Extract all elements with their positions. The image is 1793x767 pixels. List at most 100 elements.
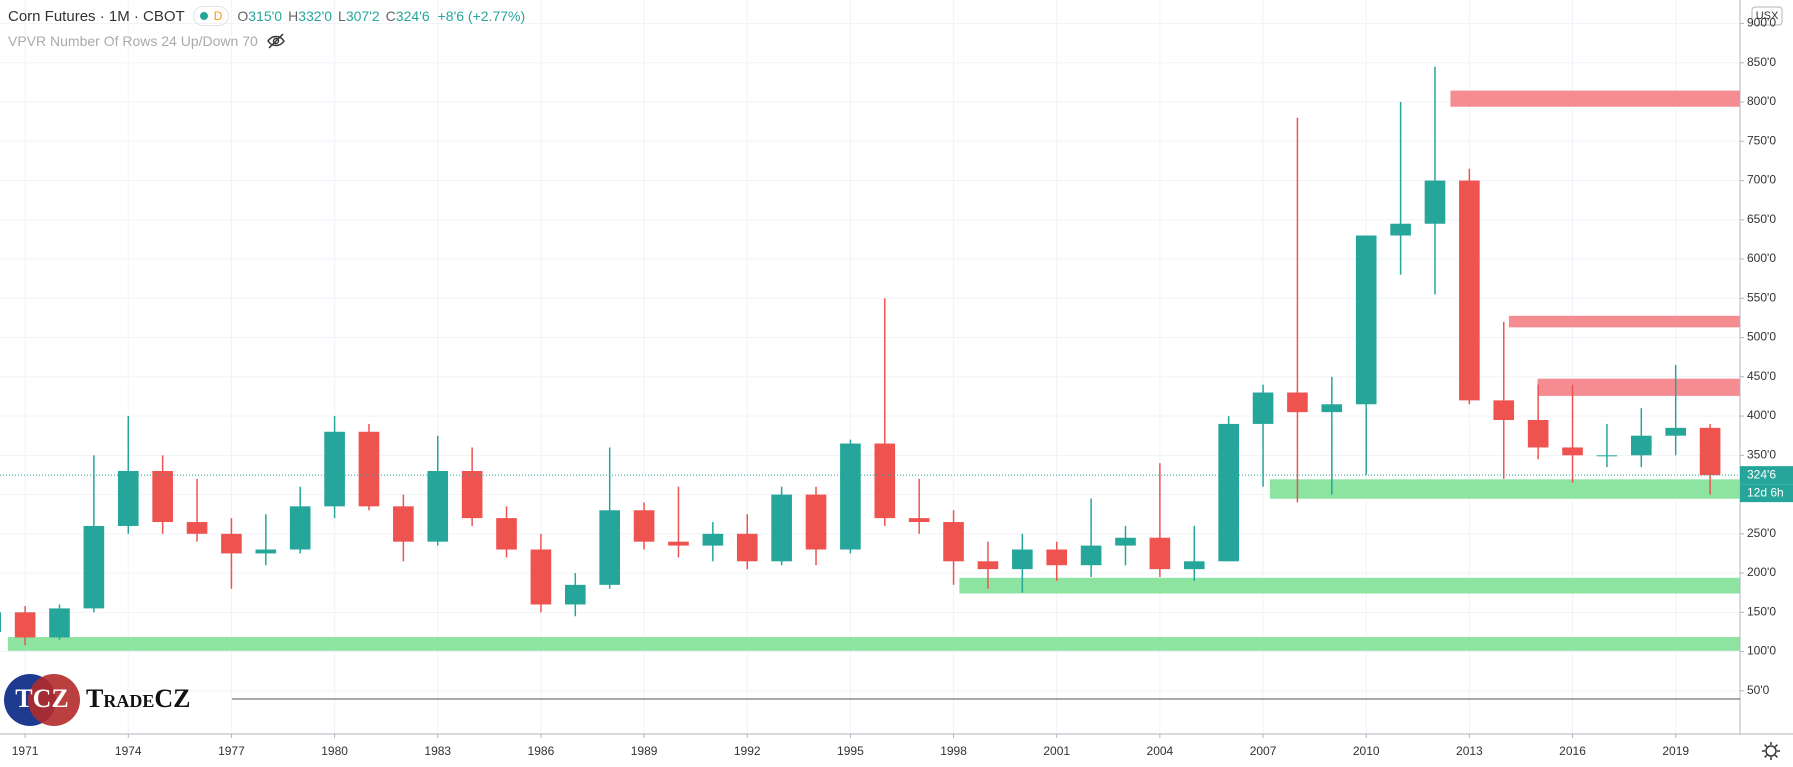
x-tick-label: 1983 — [424, 744, 451, 758]
zone — [1450, 90, 1740, 107]
x-tick-label: 2010 — [1353, 744, 1380, 758]
candle-body — [496, 518, 517, 550]
y-tick-label: 600'0 — [1747, 251, 1776, 265]
ohlc-values: O315'0 H332'0 L307'2 C324'6 — [237, 8, 429, 24]
candle-body — [702, 533, 724, 546]
candle-body — [599, 510, 621, 585]
ohlc-item: O315'0 — [237, 8, 282, 24]
grid — [0, 0, 1740, 734]
x-tick-label: 2007 — [1250, 744, 1277, 758]
ohlc-key: C — [385, 8, 396, 24]
currency: USX — [1756, 10, 1779, 22]
candle-body — [633, 510, 655, 542]
zone — [1269, 479, 1740, 499]
ohlc-key: L — [338, 8, 346, 24]
y-tick-label: 200'0 — [1747, 565, 1776, 579]
x-tick-label: 2013 — [1456, 744, 1483, 758]
countdown-box — [1740, 484, 1793, 503]
candle-body — [1665, 427, 1687, 436]
candle-body — [427, 471, 449, 542]
y-tick-label: 450'0 — [1747, 369, 1776, 383]
candle-body — [805, 494, 827, 550]
candle-body — [840, 443, 861, 550]
x-tick-label: 1986 — [528, 744, 555, 758]
zone — [959, 577, 1740, 594]
x-tick-label: 2019 — [1662, 744, 1689, 758]
x-tick-label: 1998 — [940, 744, 967, 758]
candle-body — [530, 549, 552, 605]
overlay — [0, 23, 1744, 738]
settings-icon[interactable] — [1762, 742, 1780, 760]
candle-body — [358, 431, 380, 507]
zone — [7, 637, 1741, 651]
ohlc-value: 332'0 — [298, 8, 333, 24]
x-tick-label: 2016 — [1559, 744, 1586, 758]
x-tick-label: 1992 — [734, 744, 761, 758]
ohlc-value: 315'0 — [248, 8, 283, 24]
candle-body — [1012, 549, 1033, 570]
candle-body — [14, 612, 36, 638]
symbol-title: Corn Futures · 1M · CBOT — [8, 7, 185, 25]
indicator-row: VPVR Number Of Rows 24 Up/Down 70 — [8, 33, 286, 49]
candle-body — [1459, 180, 1480, 401]
candle-body — [461, 471, 483, 519]
candle-body — [1630, 435, 1652, 456]
candle-body — [49, 608, 70, 638]
last-price-label: 324'6 — [1747, 467, 1776, 481]
y-tick-label: 350'0 — [1747, 447, 1776, 461]
zone — [1508, 315, 1740, 328]
candle-body — [874, 443, 896, 519]
y-tick-label: 250'0 — [1747, 526, 1776, 540]
legend-header: Corn Futures · 1M · CBOT D O315'0 H332'0 L… — [8, 6, 525, 26]
candle-body — [1218, 423, 1239, 562]
x-tick-label: 1971 — [12, 744, 39, 758]
candle-body — [1355, 235, 1377, 405]
candle-body — [668, 541, 689, 546]
x-tick-label: 2001 — [1043, 744, 1070, 758]
candle-body — [393, 506, 414, 542]
currency-box[interactable] — [1751, 6, 1783, 26]
logo-circle — [28, 674, 80, 726]
status-badge[interactable]: D — [192, 6, 230, 26]
y-tick-label: 650'0 — [1747, 212, 1776, 226]
y-tick-label: 850'0 — [1747, 55, 1776, 69]
change: +8'6 (+2.77%) — [437, 8, 526, 24]
x-tick-label: 2004 — [1147, 744, 1174, 758]
candle-body — [736, 533, 758, 562]
y-tick-label: 900'0 — [1747, 16, 1776, 30]
candle-body — [771, 494, 792, 562]
candle-body — [977, 561, 999, 570]
y-tick-label: 750'0 — [1747, 133, 1776, 147]
ohlc-value: 307'2 — [345, 8, 380, 24]
candle-body — [1493, 400, 1515, 420]
x-tick-label: 1989 — [631, 744, 658, 758]
candle-body — [255, 549, 277, 554]
candle-body — [186, 522, 208, 534]
ohlc-item: L307'2 — [338, 8, 380, 24]
candle-body — [1424, 180, 1446, 224]
candle-body — [1562, 447, 1583, 456]
candle-body — [83, 525, 105, 609]
countdown: 12d 6h — [1747, 485, 1784, 499]
candle-body — [324, 431, 345, 507]
candle-body — [1080, 545, 1102, 566]
ohlc-item: H332'0 — [288, 8, 332, 24]
candle-body — [908, 518, 930, 523]
candle-body — [1183, 561, 1205, 570]
zone — [1537, 378, 1740, 396]
candle-body — [1527, 419, 1549, 448]
x-tick-label: 1980 — [321, 744, 348, 758]
candle-body — [152, 471, 173, 523]
x-tick-label: 1977 — [218, 744, 245, 758]
candle-body — [1115, 537, 1136, 546]
y-tick-label: 500'0 — [1747, 330, 1776, 344]
candle-body — [1390, 223, 1411, 236]
badge-text: D — [213, 9, 223, 23]
x-tick-label: 1974 — [115, 744, 142, 758]
candle-body — [943, 522, 964, 562]
candle-body — [1287, 392, 1308, 413]
candles — [0, 66, 1721, 646]
hidden-icon[interactable] — [266, 33, 286, 49]
